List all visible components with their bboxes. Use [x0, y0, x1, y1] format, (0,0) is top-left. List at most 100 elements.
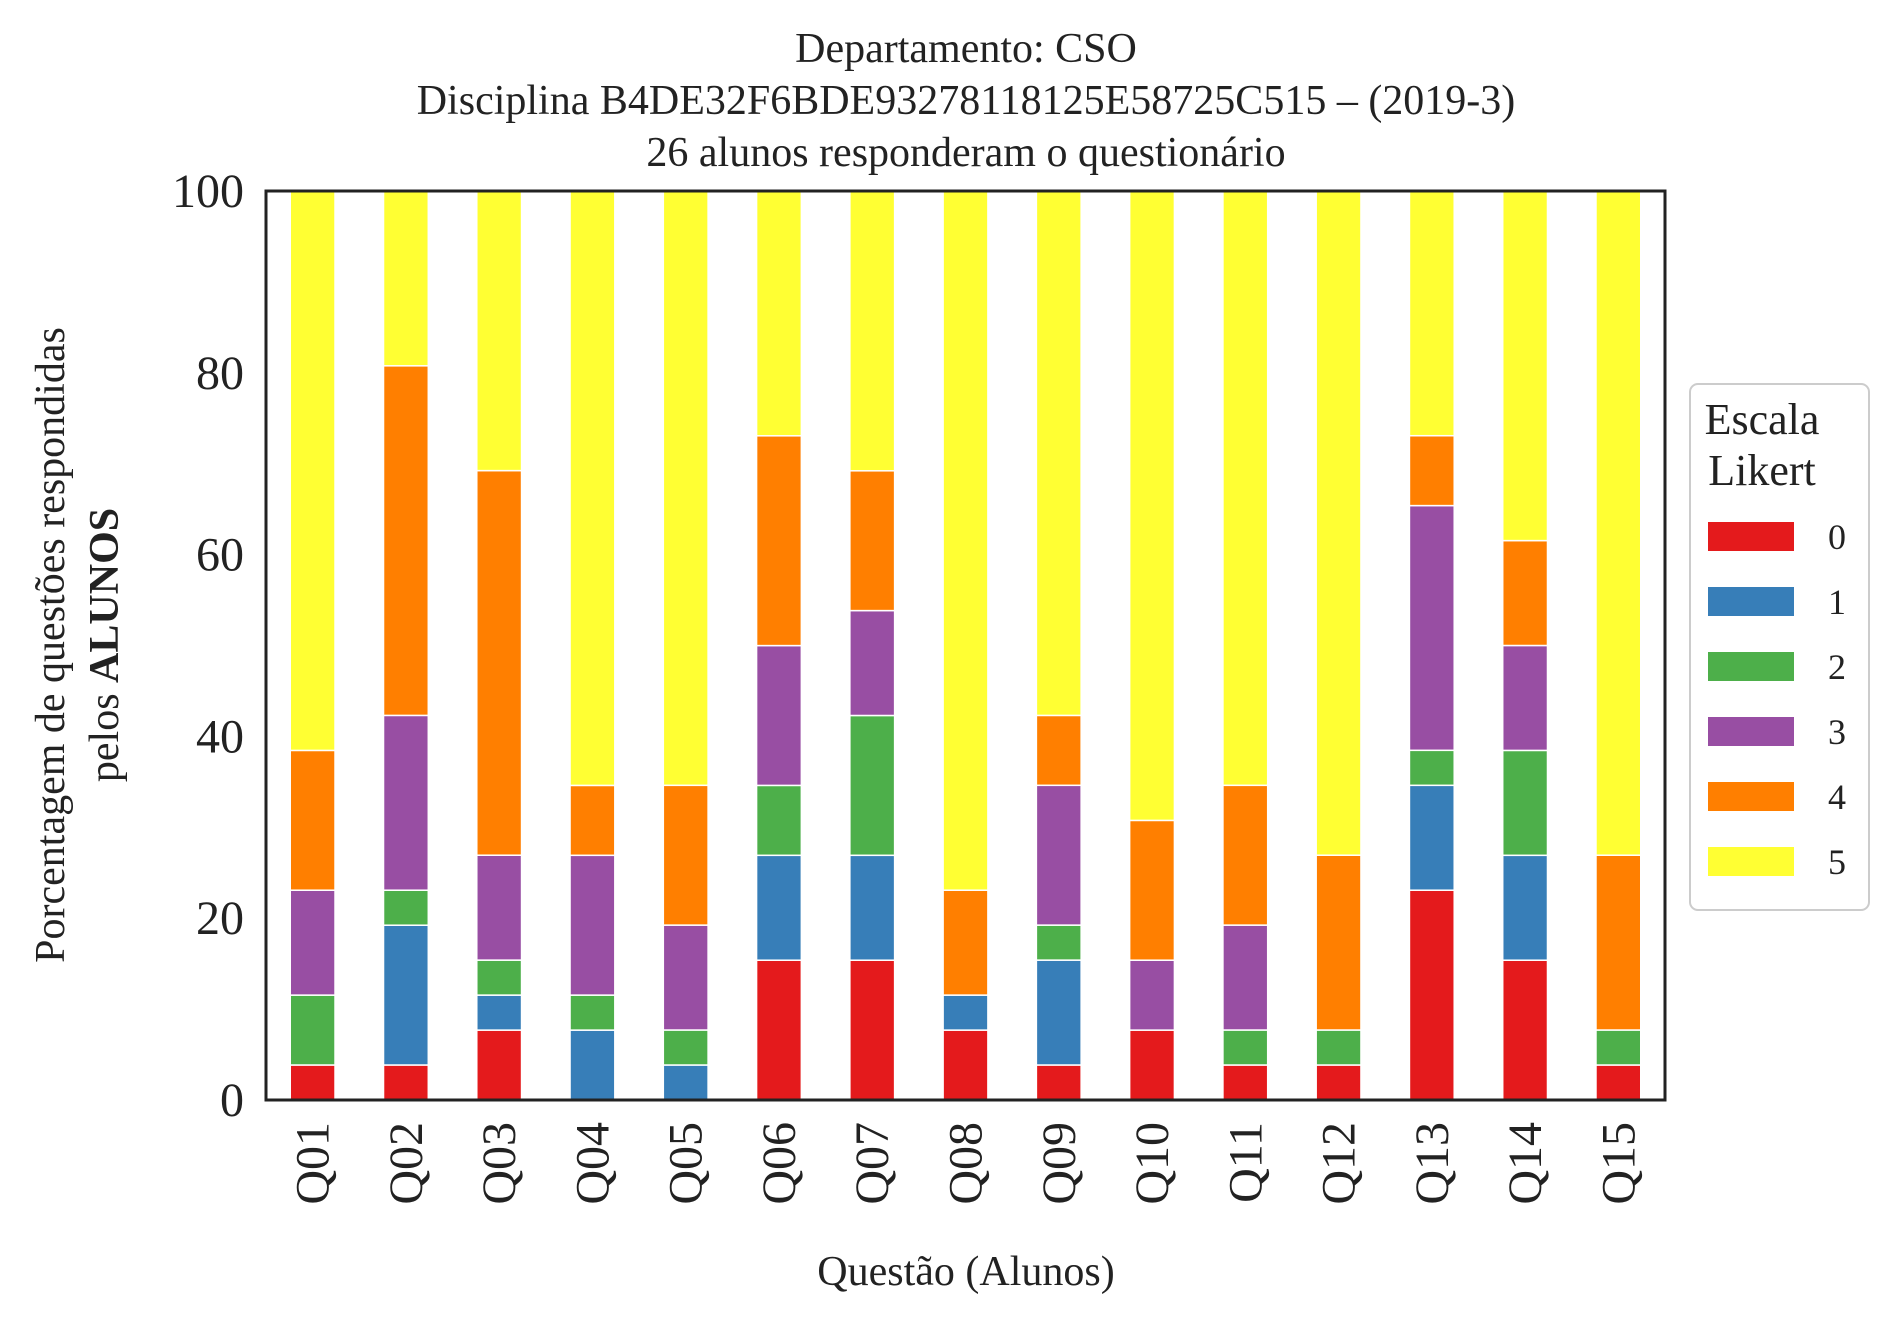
- chart-title: Departamento: CSO Disciplina B4DE32F6BDE…: [417, 26, 1516, 176]
- bar-q13-likert-2: [1408, 749, 1455, 787]
- y-axis-label-line-2: pelos ALUNOS: [82, 508, 128, 782]
- y-tick-label: 40: [196, 710, 244, 763]
- bar-q07-likert-1: [849, 854, 896, 961]
- bar-q12-likert-0: [1315, 1064, 1362, 1101]
- bar-q09-likert-1: [1035, 959, 1082, 1066]
- bar-q05-likert-3: [662, 924, 709, 1031]
- x-tick-label-q12: Q12: [1313, 1122, 1366, 1205]
- bar-q11-likert-0: [1222, 1064, 1269, 1101]
- bar-q14-likert-0: [1501, 959, 1549, 1101]
- x-tick-label-q04: Q04: [566, 1122, 619, 1205]
- y-tick-label: 100: [172, 165, 244, 218]
- bar-q03-likert-3: [476, 854, 523, 961]
- plot-frame: [264, 189, 1667, 1102]
- bar-q14-likert-3: [1501, 644, 1549, 752]
- title-line-1: Departamento: CSO: [795, 26, 1137, 72]
- y-axis-ticks: 0 20 40 60 80 100: [172, 165, 244, 1127]
- legend-label-3: 3: [1828, 712, 1846, 752]
- bar-q09-likert-0: [1035, 1064, 1082, 1101]
- bar-q06-likert-0: [755, 959, 803, 1101]
- bar-q13-likert-0: [1408, 889, 1455, 1101]
- title-line-2: Disciplina B4DE32F6BDE93278118125E58725C…: [417, 78, 1516, 124]
- x-tick-label-q13: Q13: [1406, 1122, 1459, 1205]
- bar-q05-likert-4: [662, 784, 709, 926]
- legend-title-line-2: Likert: [1708, 446, 1816, 495]
- x-tick-label-q07: Q07: [846, 1122, 899, 1205]
- bar-q03-likert-1: [476, 994, 523, 1031]
- bar-q15-likert-2: [1595, 1029, 1642, 1066]
- x-tick-label-q05: Q05: [660, 1122, 713, 1205]
- y-axis-label: Porcentagem de questões respondidas pelo…: [28, 327, 128, 963]
- bar-q13-likert-3: [1408, 504, 1455, 752]
- bar-q05-likert-1: [662, 1064, 709, 1101]
- bar-q15-likert-5: [1595, 190, 1642, 856]
- bar-q02-likert-1: [382, 924, 430, 1066]
- bar-q01-likert-2: [289, 994, 336, 1066]
- bar-q04-likert-3: [569, 854, 616, 996]
- y-tick-label: 0: [220, 1074, 244, 1127]
- bar-q14-likert-1: [1501, 854, 1549, 961]
- bar-q11-likert-2: [1222, 1029, 1269, 1066]
- bar-q06-likert-3: [755, 644, 803, 787]
- bar-q12-likert-5: [1315, 190, 1362, 856]
- x-tick-label-q03: Q03: [473, 1122, 526, 1205]
- legend-swatch-5: [1708, 847, 1794, 876]
- legend-label-4: 4: [1828, 777, 1846, 817]
- bar-q01-likert-5: [289, 190, 336, 752]
- bar-q11-likert-5: [1222, 190, 1269, 787]
- bar-q04-likert-1: [569, 1029, 616, 1101]
- legend-label-2: 2: [1828, 647, 1846, 687]
- bar-q12-likert-2: [1315, 1029, 1362, 1066]
- legend-label-5: 5: [1828, 842, 1846, 882]
- legend-box: [1689, 383, 1870, 911]
- bar-q08-likert-0: [942, 1029, 989, 1101]
- bar-q02-likert-4: [382, 365, 430, 717]
- bar-q06-likert-4: [755, 435, 803, 647]
- bar-q14-likert-4: [1501, 539, 1549, 647]
- bar-q05-likert-2: [662, 1029, 709, 1066]
- bar-q02-likert-3: [382, 714, 430, 891]
- bar-q01-likert-3: [289, 889, 336, 996]
- bar-q08-likert-5: [942, 190, 989, 891]
- x-tick-label-q02: Q02: [380, 1122, 433, 1205]
- bar-q02-likert-0: [382, 1064, 430, 1101]
- bar-q03-likert-5: [476, 190, 523, 472]
- x-tick-label-q06: Q06: [753, 1122, 806, 1205]
- y-tick-label: 80: [196, 347, 244, 400]
- title-line-3: 26 alunos responderam o questionário: [646, 130, 1285, 176]
- bar-q03-likert-4: [476, 469, 523, 856]
- x-tick-label-q09: Q09: [1033, 1122, 1086, 1205]
- y-tick-label: 20: [196, 892, 244, 945]
- bar-q11-likert-4: [1222, 784, 1269, 926]
- bar-q03-likert-2: [476, 959, 523, 996]
- bar-q05-likert-5: [662, 190, 709, 787]
- bar-q10-likert-4: [1128, 819, 1176, 961]
- x-tick-label-q01: Q01: [287, 1122, 340, 1205]
- bar-q07-likert-3: [849, 609, 896, 717]
- bar-q08-likert-4: [942, 889, 989, 996]
- bar-q09-likert-2: [1035, 924, 1082, 961]
- bar-q12-likert-4: [1315, 854, 1362, 1031]
- y-tick-label: 60: [196, 529, 244, 582]
- x-axis-ticks: Q01 Q02 Q03 Q04 Q05 Q06 Q07 Q08 Q09 Q10 Q11 Q12 Q13 Q…: [287, 1122, 1646, 1205]
- bar-q10-likert-5: [1128, 190, 1176, 822]
- bar-q15-likert-4: [1595, 854, 1642, 1031]
- bars-group: [289, 190, 1642, 1101]
- bar-q07-likert-2: [849, 714, 896, 857]
- bar-q02-likert-2: [382, 889, 430, 926]
- bar-q14-likert-5: [1501, 190, 1549, 542]
- legend-swatch-2: [1708, 652, 1794, 681]
- bar-q01-likert-4: [289, 749, 336, 891]
- bar-q15-likert-0: [1595, 1064, 1642, 1101]
- bar-q07-likert-0: [849, 959, 896, 1101]
- y-axis-label-bold: ALUNOS: [82, 508, 128, 683]
- y-axis-label-prefix: pelos: [82, 683, 128, 782]
- bar-q06-likert-5: [755, 190, 803, 437]
- legend-swatch-4: [1708, 782, 1794, 811]
- bar-q04-likert-2: [569, 994, 616, 1031]
- bar-q07-likert-4: [849, 470, 896, 612]
- bar-q09-likert-4: [1035, 714, 1082, 787]
- legend-label-1: 1: [1828, 582, 1846, 622]
